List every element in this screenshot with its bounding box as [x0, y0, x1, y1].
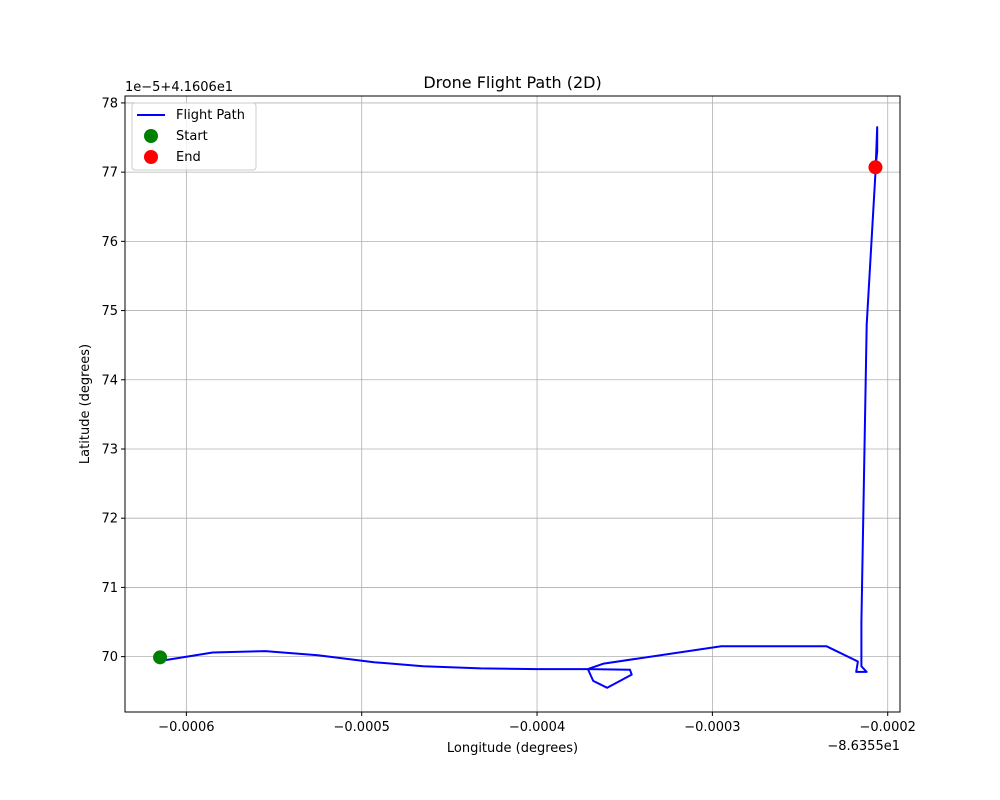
- y-tick-label: 73: [101, 442, 118, 457]
- legend-end-label: End: [176, 150, 201, 165]
- y-tick-label: 72: [101, 512, 118, 527]
- x-tick-label: −0.0006: [158, 720, 214, 735]
- y-tick-label: 71: [101, 581, 118, 596]
- x-tick-label: −0.0003: [684, 720, 740, 735]
- y-tick-label: 75: [101, 304, 118, 319]
- plot-area: [125, 96, 900, 712]
- legend-box: [131, 102, 257, 171]
- x-axis-label: Longitude (degrees): [447, 741, 578, 756]
- x-tick-label: −0.0005: [334, 720, 390, 735]
- marker-layer: [153, 160, 883, 665]
- grid-layer: [125, 96, 900, 712]
- start-marker: [153, 650, 168, 665]
- legend-start-label: Start: [176, 129, 208, 144]
- chart-title: Drone Flight Path (2D): [423, 73, 601, 92]
- x-offset-label: −8.6355e1: [827, 739, 900, 754]
- y-tick-label: 78: [101, 96, 118, 111]
- legend-start-swatch: [144, 129, 158, 143]
- y-tick-label: 77: [101, 166, 118, 181]
- tick-layer: −0.0006 −0.0005 −0.0004 −0.0003 −0.0002 70 71 7…: [101, 96, 915, 735]
- legend: Flight Path Start End: [131, 102, 257, 171]
- end-marker: [868, 160, 883, 175]
- y-axis-label: Latitude (degrees): [78, 344, 93, 464]
- y-tick-label: 74: [101, 373, 118, 388]
- flight-path-line: [159, 126, 879, 689]
- x-tick-label: −0.0002: [860, 720, 916, 735]
- x-tick-label: −0.0004: [509, 720, 565, 735]
- y-tick-label: 76: [101, 235, 118, 250]
- legend-flight-path-label: Flight Path: [176, 108, 245, 123]
- plot-frame: [124, 95, 901, 713]
- y-offset-label: 1e−5+4.1606e1: [125, 80, 233, 95]
- y-tick-label: 70: [101, 650, 118, 665]
- legend-end-swatch: [144, 150, 158, 164]
- series-layer: [159, 126, 879, 689]
